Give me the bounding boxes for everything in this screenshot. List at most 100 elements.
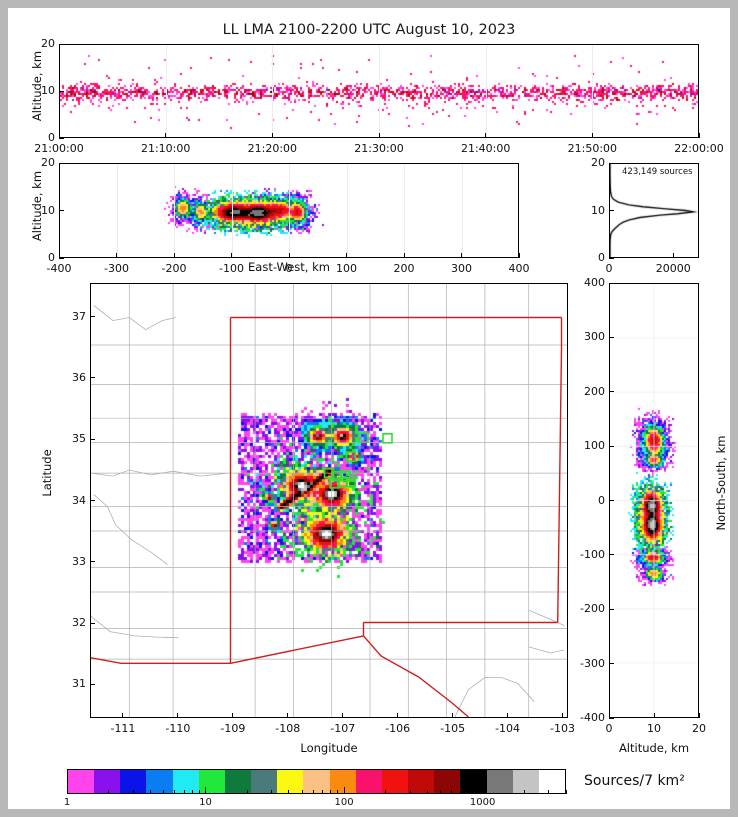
time-height-panel[interactable] <box>59 44 699 138</box>
tick-mark <box>608 253 610 258</box>
lma-station-marker[interactable] <box>340 470 351 482</box>
tick-mark <box>653 713 655 718</box>
colorbar-swatch <box>251 770 278 793</box>
colorbar-tick-label: 1 <box>63 797 71 808</box>
north-south-xlabel: Altitude, km <box>618 741 690 755</box>
state-border <box>557 347 563 623</box>
county-border <box>454 676 535 717</box>
gridline <box>174 164 175 257</box>
axis-tick-label: 10 <box>41 203 55 217</box>
axis-tick-label: 0 <box>48 251 55 264</box>
tick-mark <box>698 133 700 138</box>
colorbar-swatch <box>198 770 225 793</box>
axis-tick-label: 21:40:00 <box>460 142 511 155</box>
axis-tick-label: -107 <box>330 722 356 735</box>
county-border <box>91 469 228 477</box>
lma-station-marker[interactable] <box>345 451 357 462</box>
axis-tick-label: 37 <box>72 309 86 323</box>
axis-tick-label: 0 <box>285 262 293 275</box>
axis-tick-label: 20 <box>41 37 55 50</box>
axis-tick-label: 21:50:00 <box>567 142 618 155</box>
colorbar-tick <box>468 790 470 794</box>
colorbar-tick <box>198 790 200 794</box>
tick-mark <box>507 713 509 718</box>
colorbar-tick <box>312 790 314 794</box>
tick-mark <box>698 713 700 718</box>
colorbar-tick <box>409 790 411 794</box>
tick-mark <box>609 608 614 610</box>
figure-title: LL LMA 2100-2200 UTC August 10, 2023 <box>222 22 516 38</box>
lma-station-marker[interactable] <box>323 467 335 479</box>
axis-tick-label: 20 <box>692 722 706 735</box>
axis-tick-label: 36 <box>72 370 86 384</box>
tick-mark <box>609 391 614 393</box>
sources-colorbar[interactable] <box>67 769 566 794</box>
altitude-histogram-panel[interactable] <box>609 163 699 258</box>
axis-tick-label: 20 <box>591 156 605 169</box>
axis-tick-label: 200 <box>584 384 605 398</box>
lma-station-marker[interactable] <box>331 470 343 482</box>
county-border <box>91 616 179 639</box>
lma-station-marker[interactable] <box>329 478 340 489</box>
tick-mark <box>461 253 462 258</box>
colorbar-tick <box>174 790 176 794</box>
tick-mark <box>609 257 614 259</box>
colorbar-swatch <box>68 770 95 793</box>
lma-station-marker[interactable] <box>345 476 357 488</box>
state-border <box>362 635 469 717</box>
tick-mark <box>287 713 289 718</box>
tick-mark <box>177 713 179 718</box>
tick-mark <box>59 162 64 164</box>
tick-mark <box>609 282 614 284</box>
tick-mark <box>288 253 290 258</box>
axis-tick-label: -110 <box>165 722 191 735</box>
axis-tick-label: -100 <box>219 262 244 275</box>
axis-tick-label: 100 <box>336 262 357 275</box>
colorbar-tick <box>163 790 165 794</box>
tick-mark <box>116 253 117 258</box>
axis-tick-label: 20 <box>41 156 55 169</box>
colorbar-tick <box>565 790 567 794</box>
tick-mark <box>342 713 344 718</box>
colorbar-swatch <box>224 770 252 793</box>
lma-station-marker[interactable] <box>358 432 369 443</box>
colorbar-swatch <box>329 770 356 793</box>
tick-mark <box>397 713 399 718</box>
colorbar-tick <box>246 790 248 794</box>
county-border <box>93 304 176 331</box>
gridline <box>346 164 348 257</box>
axis-tick-label: -100 <box>580 547 605 561</box>
colorbar-tick <box>330 790 332 794</box>
axis-tick-label: 200 <box>393 262 415 275</box>
county-border <box>93 494 168 565</box>
tick-mark <box>173 253 175 258</box>
axis-tick-label: 10 <box>647 722 661 735</box>
axis-tick-label: -200 <box>580 602 605 616</box>
north-south-panel[interactable] <box>609 283 699 718</box>
colorbar-tick <box>191 790 193 794</box>
axis-tick-label: 34 <box>72 493 86 507</box>
colorbar-tick <box>337 790 339 794</box>
tick-mark <box>609 663 614 665</box>
county-border <box>528 609 565 626</box>
colorbar-tick <box>385 790 387 794</box>
axis-tick-label: 31 <box>72 677 86 691</box>
colorbar-swatch <box>538 770 565 793</box>
axis-tick-label: 21:00:00 <box>34 142 84 155</box>
axis-tick-label: 400 <box>584 276 605 289</box>
state-border <box>230 635 364 664</box>
lma-station-marker[interactable] <box>382 433 393 444</box>
colorbar-tick <box>288 790 290 794</box>
tick-mark <box>403 253 405 258</box>
tick-mark <box>232 713 234 718</box>
tick-mark <box>609 162 614 164</box>
tick-mark <box>378 133 380 138</box>
colorbar-tick-label: 1000 <box>469 797 496 808</box>
tick-mark <box>58 133 60 138</box>
colorbar-tick <box>343 787 345 794</box>
map-panel[interactable] <box>90 283 568 718</box>
colorbar-swatch <box>486 770 513 793</box>
axis-tick-label: 21:30:00 <box>354 142 404 155</box>
gridline <box>272 45 274 137</box>
east-west-panel[interactable] <box>59 163 519 258</box>
